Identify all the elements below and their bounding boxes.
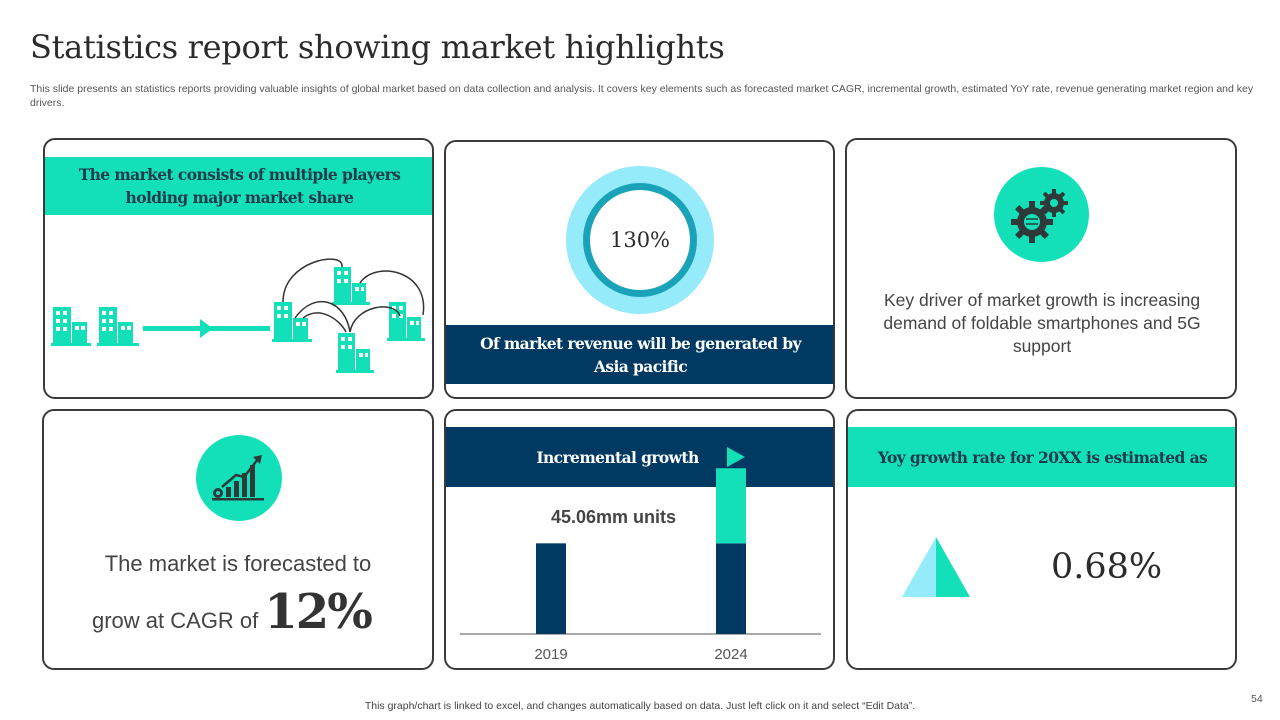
revenue-card: 130% Of market revenue will be generated… (444, 140, 835, 399)
play-icon (726, 447, 745, 467)
x-tick-label: 2019 (534, 646, 567, 663)
cagr-value: 12% (264, 584, 372, 640)
cagr-card: The market is forecasted to grow at CAGR… (42, 409, 434, 670)
yoy-value: 0.68% (1051, 547, 1163, 587)
bar-2019-base (536, 543, 566, 634)
driver-text: Key driver of market growth is increasin… (883, 290, 1201, 356)
page-number: 54 (1251, 693, 1263, 705)
pyramid-icon (902, 537, 970, 597)
players-heading: The market consists of multiple players … (45, 157, 432, 215)
cagr-prefix: grow at CAGR of (92, 608, 259, 633)
cagr-text-line2: grow at CAGR of 12% (92, 584, 373, 640)
incremental-bar-chart: 2019 2024 (460, 468, 821, 663)
revenue-ring: 130% (566, 166, 714, 314)
bar-2024-incremental (716, 468, 746, 544)
gears-icon (994, 167, 1089, 262)
footer-note: This graph/chart is linked to excel, and… (364, 700, 916, 712)
buildings-network-icon (51, 258, 425, 373)
growth-chart-icon (196, 435, 282, 521)
revenue-value: 130% (590, 190, 690, 290)
incremental-header: Incremental growth (446, 427, 833, 487)
bar-2024-base (716, 543, 746, 634)
page-subtitle: This slide presents an statistics report… (30, 83, 1254, 109)
driver-card: Key driver of market growth is increasin… (845, 138, 1237, 399)
players-card: The market consists of multiple players … (43, 138, 434, 399)
incremental-heading: Incremental growth (536, 447, 699, 467)
units-annotation: 45.06mm units (551, 507, 677, 527)
page-title: Statistics report showing market highlig… (30, 28, 725, 66)
cagr-text-line1: The market is forecasted to (104, 551, 372, 576)
incremental-card: Incremental growth 45.06mm units 2019 202… (444, 409, 835, 670)
yoy-card: Yoy growth rate for 20XX is estimated as… (846, 409, 1237, 670)
yoy-heading: Yoy growth rate for 20XX is estimated as (848, 427, 1235, 487)
revenue-caption: Of market revenue will be generated by A… (446, 325, 833, 384)
x-tick-label: 2024 (714, 646, 747, 663)
